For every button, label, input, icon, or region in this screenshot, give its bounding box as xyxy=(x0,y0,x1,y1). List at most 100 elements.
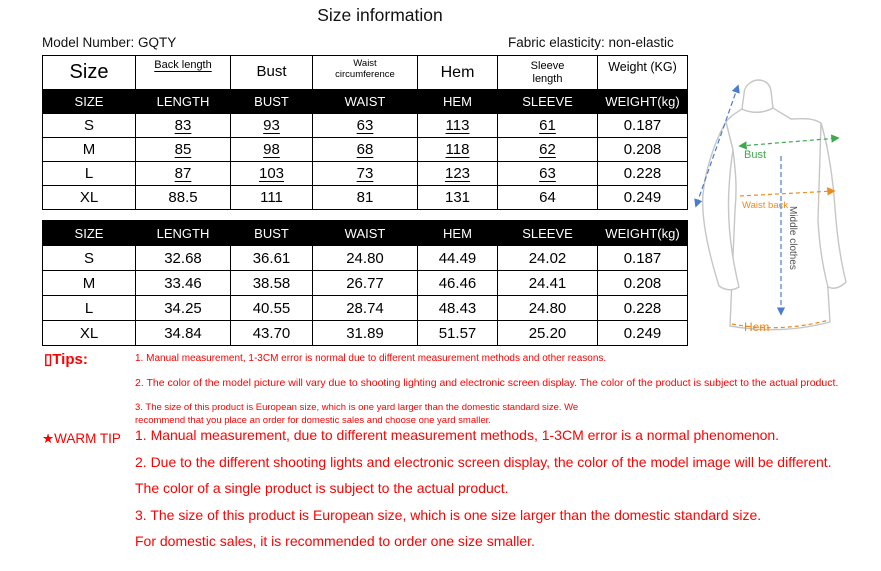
value-cell: 98 xyxy=(230,137,313,162)
size-table-cm: Size Back length Bust Waist circumferenc… xyxy=(42,55,688,210)
table-row: SIZE LENGTH BUST WAIST HEM SLEEVE WEIGHT… xyxy=(42,89,688,114)
value-cell: 61 xyxy=(497,113,598,138)
size-cell: S xyxy=(42,245,136,271)
table-row: S 83 93 63 113 61 0.187 xyxy=(42,113,688,138)
value-cell: 0.228 xyxy=(597,161,688,186)
value-cell: 88.5 xyxy=(135,185,231,210)
size-cell: L xyxy=(42,161,136,186)
table-row: L 87 103 73 123 63 0.228 xyxy=(42,161,688,186)
value-cell: 63 xyxy=(497,161,598,186)
hem-curve xyxy=(731,319,830,329)
value-cell: 24.80 xyxy=(497,295,598,321)
value-cell: 43.70 xyxy=(230,320,313,346)
warm-tip-line: 2. Due to the different shooting lights … xyxy=(135,453,832,470)
value-cell: 131 xyxy=(417,185,498,210)
column-header: SIZE xyxy=(42,220,136,246)
value-cell: 93 xyxy=(230,113,313,138)
value-cell: 38.58 xyxy=(230,270,313,296)
size-cell: M xyxy=(42,270,136,296)
column-header: BUST xyxy=(230,89,313,114)
bust-arrow xyxy=(738,134,840,150)
value-cell: 0.228 xyxy=(597,295,688,321)
table-row: SIZE LENGTH BUST WAIST HEM SLEEVE WEIGHT… xyxy=(42,220,688,246)
value-cell: 113 xyxy=(417,113,498,138)
value-cell: 46.46 xyxy=(417,270,498,296)
size-table-inch: SIZE LENGTH BUST WAIST HEM SLEEVE WEIGHT… xyxy=(42,220,688,346)
value-cell: 44.49 xyxy=(417,245,498,271)
middle-clothes-label: Middle clothes xyxy=(787,206,798,270)
column-header: SLEEVE xyxy=(497,89,598,114)
column-header: Sleeve length xyxy=(497,55,598,90)
column-header: WAIST xyxy=(312,220,418,246)
table-row: S 32.68 36.61 24.80 44.49 24.02 0.187 xyxy=(42,245,688,271)
tips-heading: ▯Tips: xyxy=(44,350,88,368)
tips-list: 1. Manual measurement, 1-3CM error is no… xyxy=(135,353,880,441)
back-length-arrow xyxy=(694,84,740,208)
value-cell: 81 xyxy=(312,185,418,210)
value-cell: 83 xyxy=(135,113,231,138)
column-header: WEIGHT(kg) xyxy=(597,220,688,246)
fabric-elasticity: Fabric elasticity: non-elastic xyxy=(508,35,674,50)
value-cell: 0.187 xyxy=(597,113,688,138)
dress-collar-outline xyxy=(741,79,774,113)
tofu-glyph-icon: ▯ xyxy=(44,351,53,368)
value-cell: 51.57 xyxy=(417,320,498,346)
column-header: BUST xyxy=(230,220,313,246)
page-title: Size information xyxy=(317,5,443,25)
value-cell: 33.46 xyxy=(135,270,231,296)
value-cell: 0.187 xyxy=(597,245,688,271)
column-header: SIZE xyxy=(42,89,136,114)
value-cell: 36.61 xyxy=(230,245,313,271)
hem-label: Hem xyxy=(744,320,769,334)
size-cell: XL xyxy=(42,320,136,346)
value-cell: 62 xyxy=(497,137,598,162)
warm-tip-line: The color of a single product is subject… xyxy=(135,480,509,497)
tip-item: 1. Manual measurement, 1-3CM error is no… xyxy=(135,353,607,364)
value-cell: 68 xyxy=(312,137,418,162)
value-cell: 34.25 xyxy=(135,295,231,321)
warm-tip-line: 3. The size of this product is European … xyxy=(135,506,762,523)
column-header: Size xyxy=(42,55,136,90)
value-cell: 0.249 xyxy=(597,320,688,346)
value-cell: 0.208 xyxy=(597,270,688,296)
value-cell: 34.84 xyxy=(135,320,231,346)
warm-tip-heading-label: WARM TIP xyxy=(54,431,121,446)
column-header: WAIST xyxy=(312,89,418,114)
column-header: Back length xyxy=(135,55,231,90)
column-header: SLEEVE xyxy=(497,220,598,246)
value-cell: 40.55 xyxy=(230,295,313,321)
value-cell: 24.41 xyxy=(497,270,598,296)
value-cell: 26.77 xyxy=(312,270,418,296)
waist-back-label: Waist back xyxy=(742,200,788,211)
value-cell: 0.249 xyxy=(597,185,688,210)
garment-diagram: Bust Waist back Middle clothes Hem xyxy=(694,79,847,334)
size-cell: XL xyxy=(42,185,136,210)
size-cell: L xyxy=(42,295,136,321)
column-header: Waist circumference xyxy=(312,55,418,90)
value-cell: 24.02 xyxy=(497,245,598,271)
column-header: Weight (KG) xyxy=(597,55,688,90)
tip-item: 3. The size of this product is European … xyxy=(135,402,579,426)
bust-label: Bust xyxy=(744,149,766,161)
table-row: M 33.46 38.58 26.77 46.46 24.41 0.208 xyxy=(42,270,688,296)
column-header: Bust xyxy=(230,55,313,90)
value-cell: 123 xyxy=(417,161,498,186)
size-cell: M xyxy=(42,137,136,162)
table-row: Size Back length Bust Waist circumferenc… xyxy=(42,55,688,90)
dress-body-outline xyxy=(725,107,831,331)
column-header: LENGTH xyxy=(135,220,231,246)
value-cell: 63 xyxy=(312,113,418,138)
tip-item: 2. The color of the model picture will v… xyxy=(135,377,839,389)
value-cell: 25.20 xyxy=(497,320,598,346)
warm-tip-list: 1. Manual measurement, due to different … xyxy=(135,427,881,561)
value-cell: 103 xyxy=(230,161,313,186)
value-cell: 111 xyxy=(230,185,313,210)
model-number: Model Number: GQTY xyxy=(42,35,177,50)
value-cell: 32.68 xyxy=(135,245,231,271)
value-cell: 0.208 xyxy=(597,137,688,162)
dress-right-sleeve-outline xyxy=(817,122,847,289)
value-cell: 85 xyxy=(135,137,231,162)
value-cell: 28.74 xyxy=(312,295,418,321)
column-header: Hem xyxy=(417,55,498,90)
